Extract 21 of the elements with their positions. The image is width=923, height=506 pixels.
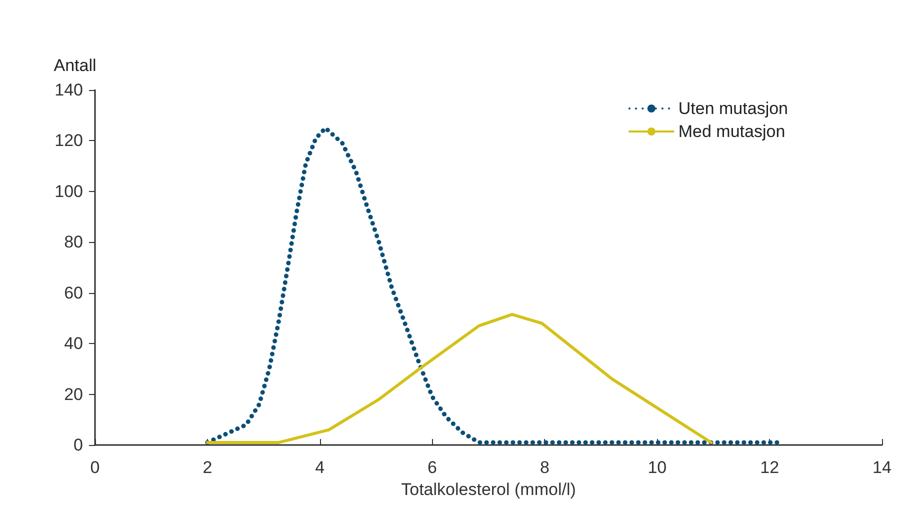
x-tick-label: 14 xyxy=(872,458,892,477)
x-tick-label: 6 xyxy=(428,458,438,477)
x-tick-label: 4 xyxy=(315,458,325,477)
y-tick-label: 60 xyxy=(64,283,83,302)
y-tick-label: 120 xyxy=(54,131,83,150)
x-tick-label: 10 xyxy=(648,458,667,477)
y-tick-label: 20 xyxy=(64,384,83,404)
legend-label: Uten mutasjon xyxy=(678,99,788,118)
x-tick-label: 8 xyxy=(540,458,550,477)
legend-label: Med mutasjon xyxy=(678,122,786,141)
x-tick-label: 2 xyxy=(202,458,212,477)
y-tick-label: 100 xyxy=(54,182,83,201)
y-tick-label: 0 xyxy=(74,436,83,454)
y-tick-label: 40 xyxy=(64,334,83,354)
x-tick-label: 0 xyxy=(90,458,100,477)
x-axis-title: Totalkolesterol (mmol/l) xyxy=(401,480,576,499)
y-tick-label: 80 xyxy=(64,232,83,252)
y-axis-title: Antall xyxy=(54,56,96,75)
y-tick-label: 140 xyxy=(54,80,83,100)
x-tick-label: 12 xyxy=(760,458,780,477)
line-series xyxy=(206,312,713,444)
